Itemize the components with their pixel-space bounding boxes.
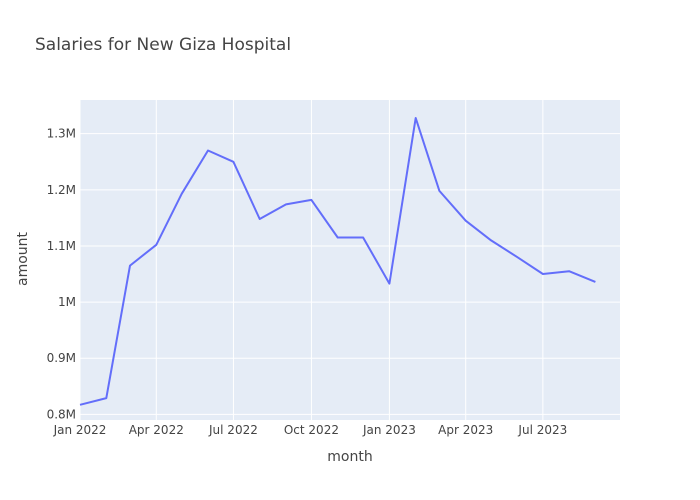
grid-lines — [79, 100, 620, 420]
data-point[interactable] — [463, 218, 469, 224]
chart-title: Salaries for New Giza Hospital — [35, 35, 291, 55]
x-tick-label: Jan 2022 — [53, 423, 107, 437]
data-point[interactable] — [77, 402, 83, 408]
data-point[interactable] — [230, 159, 236, 165]
data-point[interactable] — [257, 216, 263, 222]
x-axis-title: month — [327, 449, 372, 465]
data-point[interactable] — [413, 115, 419, 121]
data-point[interactable] — [179, 191, 185, 197]
data-point[interactable] — [283, 201, 289, 207]
y-tick-label: 0.9M — [47, 351, 76, 365]
x-tick-label: Jul 2022 — [208, 423, 258, 437]
x-tick-label: Jan 2023 — [362, 423, 416, 437]
y-tick-label: 1.3M — [47, 127, 76, 141]
data-point[interactable] — [592, 279, 598, 285]
y-axis-ticks: 0.8M 0.9M 1M 1.1M 1.2M 1.3M — [47, 127, 76, 422]
data-point[interactable] — [514, 254, 520, 260]
y-tick-label: 0.8M — [47, 407, 76, 421]
data-point[interactable] — [436, 188, 442, 194]
data-point[interactable] — [308, 197, 314, 203]
y-axis-title: amount — [15, 231, 31, 286]
y-tick-label: 1M — [58, 295, 76, 309]
data-point[interactable] — [205, 148, 211, 154]
data-point[interactable] — [103, 395, 109, 401]
series-layer — [77, 115, 598, 408]
series-line — [79, 117, 596, 406]
data-point[interactable] — [335, 235, 341, 241]
data-point[interactable] — [566, 268, 572, 274]
x-tick-label: Jul 2023 — [517, 423, 567, 437]
data-point[interactable] — [386, 281, 392, 287]
data-point[interactable] — [127, 263, 133, 269]
data-point[interactable] — [540, 271, 546, 277]
x-tick-label: Oct 2022 — [284, 423, 339, 437]
x-axis-ticks: Jan 2022 Apr 2022 Jul 2022 Oct 2022 Jan 2023… — [53, 423, 568, 437]
x-tick-label: Apr 2022 — [129, 423, 184, 437]
y-tick-label: 1.2M — [47, 183, 76, 197]
x-tick-label: Apr 2023 — [438, 423, 493, 437]
data-point[interactable] — [488, 237, 494, 243]
data-point[interactable] — [360, 235, 366, 241]
plot-area — [80, 100, 620, 420]
y-tick-label: 1.1M — [47, 239, 76, 253]
data-point[interactable] — [153, 242, 159, 248]
